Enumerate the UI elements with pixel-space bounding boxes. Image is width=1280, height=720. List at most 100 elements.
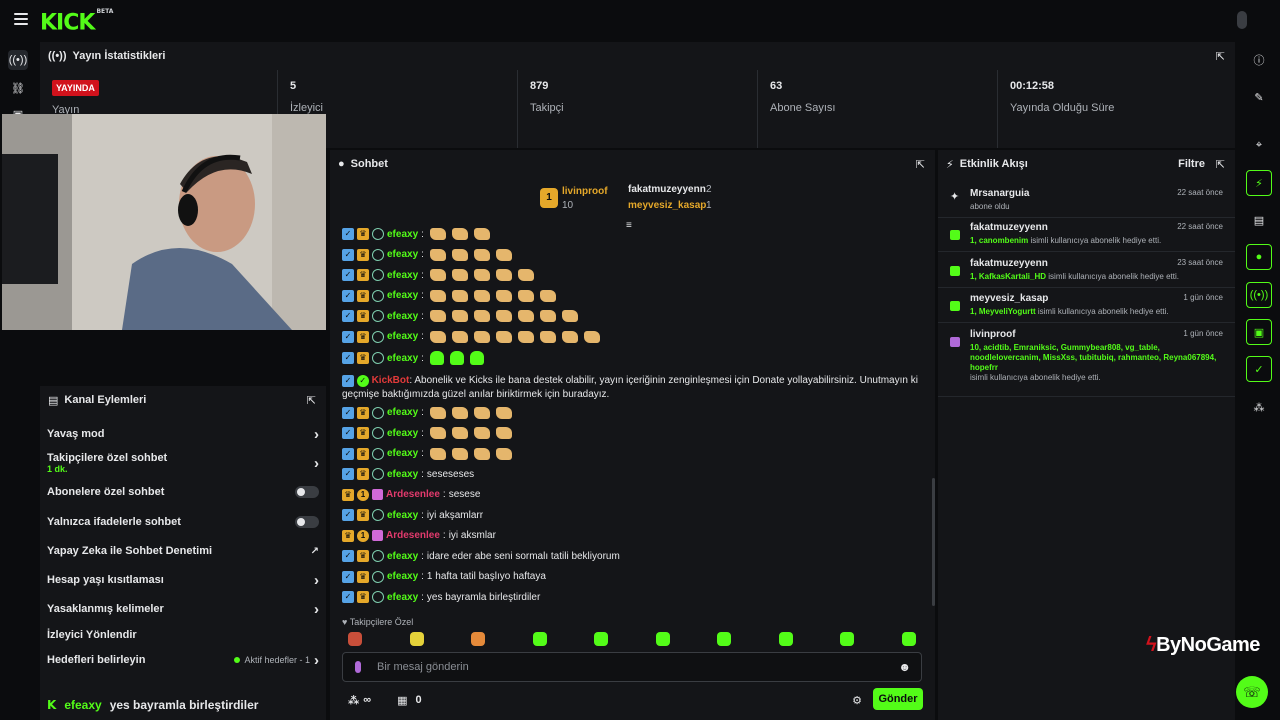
chat-username[interactable]: efeaxy <box>387 509 419 521</box>
gift-icon <box>950 337 960 347</box>
points-icon[interactable]: ⁂ <box>348 694 360 707</box>
popout-icon[interactable]: ⇱ <box>1215 51 1225 63</box>
broadcaster-icon: ✓ <box>342 591 354 603</box>
emote-icon[interactable] <box>840 632 855 646</box>
document-icon[interactable]: ▤ <box>1253 214 1265 227</box>
chat-message: ✓ ♛ efeaxy: iyi akşamlarr <box>342 509 483 521</box>
slow-mode-row[interactable]: Yavaş mod › <box>40 425 326 443</box>
popout-icon[interactable]: ⇱ <box>306 395 316 407</box>
emote-icon[interactable] <box>901 632 916 646</box>
popout-icon[interactable]: ⇱ <box>1215 159 1225 171</box>
broadcast-icon: ((•)) <box>48 50 67 62</box>
info-icon[interactable]: ⓘ <box>1253 55 1265 67</box>
ai-moderation-row[interactable]: Yapay Zeka ile Sohbet Denetimi ↗ <box>40 543 326 559</box>
chat-username[interactable]: efeaxy <box>387 448 419 459</box>
account-age-row[interactable]: Hesap yaşı kısıtlaması › <box>40 572 326 589</box>
emote-icon[interactable] <box>778 632 793 646</box>
send-button[interactable]: Gönder <box>873 688 923 710</box>
banned-words-row[interactable]: Yasaklanmış kelimeler › <box>40 600 326 618</box>
event-user[interactable]: Mrsanarguia <box>970 188 1030 199</box>
chat-username[interactable]: Ardesenlee <box>386 489 440 500</box>
popout-icon[interactable]: ⇱ <box>915 159 925 171</box>
chat-username[interactable]: efeaxy <box>387 571 419 582</box>
emote-icon <box>561 310 578 322</box>
chat-title: Sohbet <box>350 158 388 170</box>
chat-settings-icon[interactable]: ⚙ <box>852 694 862 707</box>
link-icon[interactable]: ⛓ <box>11 82 25 95</box>
emote-icon <box>539 310 556 322</box>
help-button[interactable]: ☏ <box>1236 676 1268 708</box>
emote-icon[interactable] <box>348 632 362 646</box>
collapse-icon[interactable]: ≡ <box>626 220 632 231</box>
crown-icon: ♛ <box>357 289 369 302</box>
chat-username[interactable]: efeaxy <box>387 290 419 301</box>
emote-icon <box>429 289 446 302</box>
chevron-right-icon: › <box>314 425 319 443</box>
layout-icon[interactable]: ▣ <box>1246 319 1272 345</box>
chat-icon[interactable]: ● <box>1246 244 1272 270</box>
chat-username[interactable]: efeaxy <box>387 249 419 260</box>
emote-icon[interactable] <box>471 632 486 646</box>
emote-icon <box>495 248 512 261</box>
top-gifter-name[interactable]: livinproof <box>562 186 608 197</box>
kick-logo[interactable]: KICK BETA <box>40 8 114 36</box>
edit-icon[interactable]: ✎ <box>1254 91 1264 104</box>
chat-input[interactable]: Bir mesaj gönderin ☻ <box>342 652 922 682</box>
crown-icon: ♛ <box>357 468 369 480</box>
emote-icon[interactable] <box>594 632 609 646</box>
pinned-user[interactable]: efeaxy <box>64 698 102 712</box>
chat-message: ✓ ♛ efeaxy: <box>342 228 490 240</box>
emoji-icon[interactable]: ☻ <box>898 660 911 674</box>
event-action: isimli kullanıcıya abonelik hediye etti. <box>970 373 1101 382</box>
target-icon[interactable]: ⌖ <box>1255 138 1263 151</box>
chat-username[interactable]: efeaxy <box>387 550 419 562</box>
gifter3-name[interactable]: meyvesiz_kasap <box>628 200 707 211</box>
gift-icon[interactable]: ▦ <box>397 694 408 707</box>
emote-icon[interactable] <box>532 632 547 646</box>
chat-scrollbar[interactable] <box>932 478 935 606</box>
emote-icon[interactable] <box>409 632 424 646</box>
gifter2-name[interactable]: fakatmuzeyyenn <box>628 184 706 195</box>
bynogame-logo-icon: ϟ <box>1146 634 1157 656</box>
microphone-icon[interactable] <box>1237 11 1247 29</box>
chat-username[interactable]: efeaxy <box>387 407 419 418</box>
goals-row[interactable]: Hedefleri belirleyin Aktif hedefler - 1 › <box>40 652 326 669</box>
followers-only-row[interactable]: Takipçilere özel sohbet 1 dk. › <box>40 450 326 476</box>
bot-username[interactable]: KickBot <box>371 374 410 386</box>
lightning-icon[interactable]: ⚡ <box>1246 170 1272 196</box>
subs-only-toggle[interactable] <box>295 486 319 498</box>
chat-message: ✓ ♛ efeaxy: <box>342 447 512 460</box>
wrench-icon[interactable]: ✓ <box>1246 356 1272 382</box>
event-user[interactable]: fakatmuzeyyenn <box>970 258 1048 269</box>
emote-icon[interactable] <box>655 632 670 646</box>
kick-icon: K <box>47 698 57 712</box>
chat-username[interactable]: efeaxy <box>387 228 419 240</box>
chat-username[interactable]: efeaxy <box>387 591 419 603</box>
chat-username[interactable]: efeaxy <box>387 310 419 322</box>
shield-icon <box>372 509 384 521</box>
microphone-icon[interactable] <box>355 661 361 673</box>
group-icon[interactable]: ⁂ <box>1253 401 1265 414</box>
pinned-text: yes bayramla birleştirdiler <box>109 698 259 712</box>
redirect-row[interactable]: İzleyici Yönlendir <box>40 627 326 643</box>
broadcast-icon[interactable]: ((•)) <box>8 50 28 70</box>
broadcast-icon[interactable]: ((•)) <box>1246 282 1272 308</box>
event-user[interactable]: fakatmuzeyyenn <box>970 222 1048 233</box>
emote-icon <box>451 427 468 439</box>
emote-icon <box>583 330 600 343</box>
chat-username[interactable]: efeaxy <box>387 352 419 364</box>
chevron-right-icon: › <box>314 600 319 618</box>
emotes-only-toggle[interactable] <box>295 516 319 528</box>
chat-username[interactable]: efeaxy <box>387 427 419 439</box>
event-user[interactable]: livinproof <box>970 329 1016 340</box>
filter-button[interactable]: Filtre <box>1178 158 1205 170</box>
emote-icon[interactable] <box>717 632 732 646</box>
chat-username[interactable]: Ardesenlee <box>386 530 440 541</box>
event-user[interactable]: meyvesiz_kasap <box>970 293 1049 304</box>
broadcaster-icon: ✓ <box>342 468 354 480</box>
menu-icon[interactable] <box>14 13 28 25</box>
chat-username[interactable]: efeaxy <box>387 269 419 281</box>
chat-username[interactable]: efeaxy <box>387 331 419 342</box>
chat-message-text: 1 hafta tatil başlıyo haftaya <box>426 571 546 582</box>
chat-username[interactable]: efeaxy <box>387 468 419 480</box>
